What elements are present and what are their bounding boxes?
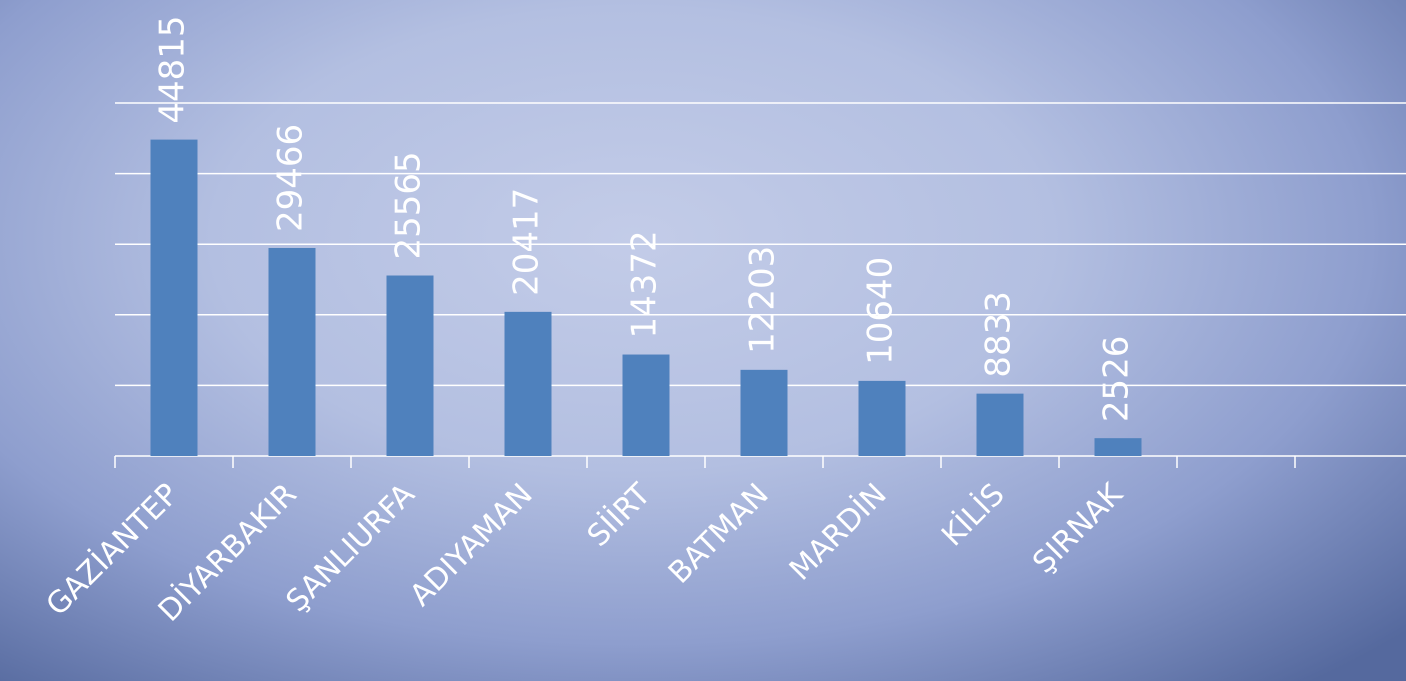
data-label: 2526 — [1097, 336, 1137, 423]
x-tick-label: BATMAN — [662, 477, 776, 591]
bar — [858, 380, 906, 456]
x-tick-label: ADIYAMAN — [403, 477, 539, 613]
data-label: 44815 — [153, 15, 193, 123]
x-tick-label: KİLİS — [935, 476, 1012, 553]
bar — [976, 393, 1024, 456]
data-label: 10640 — [861, 257, 901, 365]
x-tick-label: ŞIRNAK — [1026, 476, 1130, 580]
data-label: 8833 — [979, 291, 1019, 378]
data-label: 20417 — [507, 188, 547, 296]
data-label: 29466 — [271, 124, 311, 232]
bar — [386, 275, 434, 456]
x-tick-label: SİİRT — [580, 476, 658, 554]
bar — [1094, 438, 1142, 456]
bar — [622, 354, 670, 456]
data-label: 25565 — [389, 151, 429, 259]
bar — [150, 139, 198, 457]
x-tick-label: MARDİN — [782, 476, 893, 587]
x-tick-label: ŞANLIURFA — [280, 477, 422, 619]
bar — [268, 247, 316, 456]
bar — [504, 311, 552, 456]
bar — [740, 369, 788, 456]
data-label: 12203 — [743, 246, 783, 354]
data-label: 14372 — [625, 230, 665, 338]
